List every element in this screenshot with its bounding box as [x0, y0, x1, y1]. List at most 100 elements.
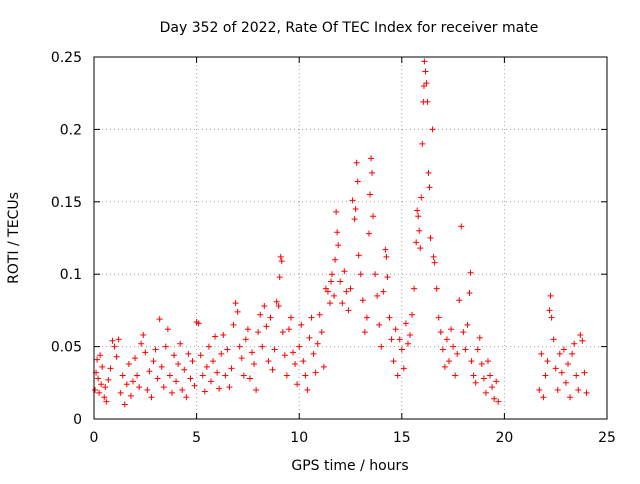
data-point	[318, 329, 325, 336]
data-point	[430, 253, 437, 260]
data-point	[396, 336, 403, 343]
data-point	[382, 246, 389, 253]
data-point	[304, 387, 311, 394]
data-point	[426, 184, 433, 191]
data-point	[392, 326, 399, 333]
data-point	[394, 372, 401, 379]
data-point	[378, 343, 385, 350]
data-point	[493, 378, 500, 385]
data-point	[265, 358, 272, 365]
data-point	[332, 256, 339, 263]
data-point	[331, 292, 338, 299]
data-point	[123, 381, 130, 388]
data-point	[203, 363, 210, 370]
y-axis-label: ROTI / TECUs	[6, 192, 22, 284]
data-point	[536, 387, 543, 394]
data-point	[107, 365, 114, 372]
axis-ticks	[93, 56, 608, 420]
data-point	[418, 194, 425, 201]
data-point	[383, 253, 390, 260]
y-tick-labels: 0 0.05 0.1 0.15 0.2 0.25	[51, 50, 82, 428]
data-point	[558, 369, 565, 376]
data-point	[98, 381, 105, 388]
data-point	[409, 311, 416, 318]
data-point	[298, 321, 305, 328]
data-point	[312, 369, 319, 376]
data-point	[361, 329, 368, 336]
data-point	[544, 358, 551, 365]
data-point	[95, 375, 102, 382]
data-point	[452, 372, 459, 379]
data-point	[400, 365, 407, 372]
data-point	[326, 300, 333, 307]
data-point	[218, 350, 225, 357]
data-point	[337, 278, 344, 285]
data-point	[562, 379, 569, 386]
data-point	[374, 292, 381, 299]
data-point	[462, 346, 469, 353]
data-point	[101, 394, 108, 401]
data-point	[384, 274, 391, 281]
data-point	[583, 389, 590, 396]
data-point	[404, 340, 411, 347]
data-point	[416, 227, 423, 234]
data-point	[413, 239, 420, 246]
data-point	[343, 288, 350, 295]
data-point	[285, 326, 292, 333]
data-point	[158, 363, 165, 370]
data-point	[96, 389, 103, 396]
data-point	[577, 332, 584, 339]
data-point	[240, 372, 247, 379]
data-point	[324, 288, 331, 295]
data-point	[173, 378, 180, 385]
data-point	[150, 358, 157, 365]
plot-frame	[93, 56, 608, 420]
data-point	[365, 230, 372, 237]
data-point	[474, 346, 481, 353]
data-point	[320, 363, 327, 370]
data-point	[329, 271, 336, 278]
data-point	[259, 343, 266, 350]
y-tick-label: 0.15	[51, 195, 82, 211]
data-point	[136, 384, 143, 391]
chart-title: Day 352 of 2022, Rate Of TEC Index for r…	[160, 20, 539, 36]
data-point	[249, 349, 256, 356]
data-point	[546, 307, 553, 314]
data-point	[415, 213, 422, 220]
data-point	[433, 285, 440, 292]
data-point	[105, 376, 112, 383]
data-point	[480, 375, 487, 382]
data-point	[275, 303, 282, 310]
data-point	[195, 320, 202, 327]
data-point	[246, 375, 253, 382]
data-point	[236, 343, 243, 350]
data-point	[540, 394, 547, 401]
data-point	[542, 372, 549, 379]
data-point	[171, 352, 178, 359]
data-point	[201, 388, 208, 395]
data-point	[97, 352, 104, 359]
data-point	[547, 292, 554, 299]
data-point	[491, 395, 498, 402]
data-point	[115, 336, 122, 343]
data-point	[369, 169, 376, 176]
data-point	[238, 355, 245, 362]
data-point	[113, 353, 120, 360]
data-point	[187, 375, 194, 382]
data-point	[210, 358, 217, 365]
data-point	[222, 372, 229, 379]
data-point	[267, 314, 274, 321]
data-point	[425, 169, 432, 176]
data-point	[328, 278, 335, 285]
data-point	[314, 340, 321, 347]
data-point	[443, 336, 450, 343]
data-point	[359, 297, 366, 304]
data-point	[269, 366, 276, 373]
data-point	[560, 346, 567, 353]
data-point	[185, 350, 192, 357]
data-point	[372, 271, 379, 278]
data-point	[175, 360, 182, 367]
data-point	[257, 311, 264, 318]
data-point	[567, 394, 574, 401]
